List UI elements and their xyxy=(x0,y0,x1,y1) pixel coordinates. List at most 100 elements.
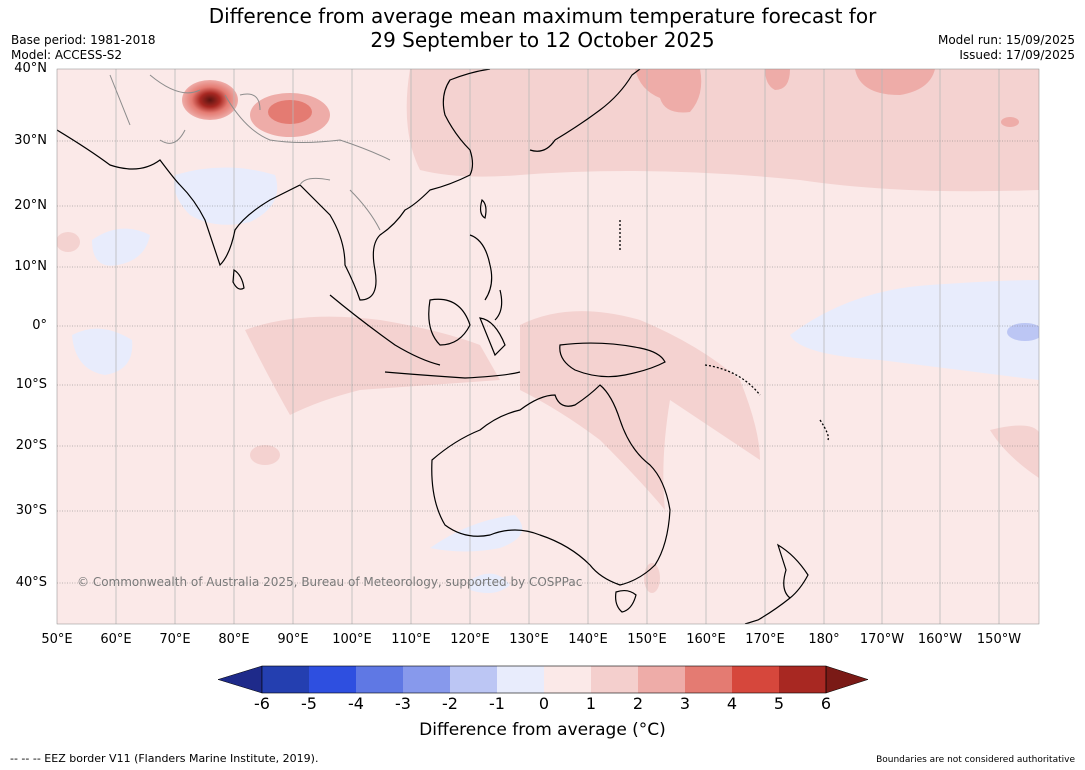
cool-southern-ocean xyxy=(470,573,510,594)
new-guinea-coast xyxy=(559,342,666,378)
lon-label: 80°E xyxy=(218,632,250,647)
sri-lanka-coast xyxy=(232,268,245,290)
colorbar-swatch xyxy=(262,666,309,693)
colorbar-swatch xyxy=(638,666,685,693)
lat-label: 0° xyxy=(32,318,47,333)
warm-patch-africa xyxy=(57,232,80,252)
warm-patch-pacific xyxy=(855,69,935,95)
colorbar-tick-label: -6 xyxy=(254,694,270,713)
boundaries-footnote: Boundaries are not considered authoritat… xyxy=(876,755,1075,765)
lon-label: 70°E xyxy=(159,632,191,647)
eez-path-1 xyxy=(619,220,829,441)
meta-right: Model run: 15/09/2025 Issued: 17/09/2025 xyxy=(938,33,1075,63)
colorbar-tick-label: -1 xyxy=(489,694,505,713)
colorbar-tick-label: -3 xyxy=(395,694,411,713)
hot-spot-himalaya xyxy=(182,80,238,120)
chart-title-line2: 29 September to 12 October 2025 xyxy=(370,28,715,52)
colorbar-tick-label: -2 xyxy=(442,694,458,713)
anomaly-field xyxy=(57,69,1039,624)
gridlines xyxy=(115,69,1000,624)
indonesia-coast xyxy=(329,294,521,379)
taiwan-coast xyxy=(479,198,487,219)
warm-band-north xyxy=(406,69,1039,192)
model-name: Model: ACCESS-S2 xyxy=(11,48,123,62)
colorbar-tick-label: 1 xyxy=(585,694,597,713)
eez-footnote: -- -- -- EEZ border V11 (Flanders Marine… xyxy=(10,752,319,765)
lon-label: 180° xyxy=(808,632,840,647)
coastlines xyxy=(57,69,809,624)
lat-label: 10°S xyxy=(15,377,47,392)
colorbar-extend-low xyxy=(217,665,263,694)
colorbar-swatch xyxy=(732,666,779,693)
lon-label: 170°W xyxy=(859,632,905,647)
colorbar-label: Difference from average (°C) xyxy=(419,720,666,740)
lon-label: 160°E xyxy=(686,632,726,647)
meta-left: Base period: 1981-2018 Model: ACCESS-S2 xyxy=(11,33,156,63)
eez-borders xyxy=(619,220,829,441)
lon-label: 160°W xyxy=(917,632,963,647)
model-run: Model run: 15/09/2025 xyxy=(937,33,1075,47)
philippines-coast xyxy=(469,234,503,321)
cool-arabian-sea xyxy=(92,228,150,266)
colorbar-tick-label: -5 xyxy=(301,694,317,713)
new-zealand-coast xyxy=(744,543,809,624)
lon-label: 130°E xyxy=(509,632,549,647)
issued-date: Issued: 17/09/2025 xyxy=(959,48,1075,62)
copyright-notice: © Commonwealth of Australia 2025, Bureau… xyxy=(77,575,583,589)
cool-central-pacific xyxy=(790,280,1039,380)
colorbar-tick-label: 0 xyxy=(538,694,550,713)
colorbar-swatch xyxy=(544,666,591,693)
colorbar-swatch xyxy=(497,666,544,693)
colorbar-swatch xyxy=(356,666,403,693)
warm-patch-ne xyxy=(1001,117,1019,127)
colorbar-tick-label: 4 xyxy=(726,694,738,713)
colorbar-swatch xyxy=(403,666,450,693)
lat-label: 30°S xyxy=(15,503,47,518)
warm-tibet-core xyxy=(268,100,312,124)
lon-label: 50°E xyxy=(41,632,73,647)
map-frame xyxy=(56,68,1040,625)
lon-label: 120°E xyxy=(450,632,490,647)
australia-coast xyxy=(431,384,671,586)
warm-australia-north xyxy=(520,311,760,510)
warm-patch-small xyxy=(765,69,790,90)
lat-label: 20°N xyxy=(14,198,47,213)
lat-gridlines xyxy=(57,140,1039,584)
asia-coast xyxy=(57,69,491,301)
colorbar-tick-label: 6 xyxy=(820,694,832,713)
warm-patch-south xyxy=(250,445,280,465)
lon-label: 170°E xyxy=(745,632,785,647)
lon-label: 60°E xyxy=(100,632,132,647)
base-period: Base period: 1981-2018 xyxy=(11,33,156,47)
warm-patch-east xyxy=(990,425,1039,478)
cool-indian-ocean xyxy=(72,328,133,375)
chart-title-line1: Difference from average mean maximum tem… xyxy=(208,4,877,28)
colorbar-swatch xyxy=(685,666,732,693)
cool-south-australia xyxy=(430,515,523,552)
colorbar-swatch xyxy=(779,666,826,693)
colorbar-tick-label: -4 xyxy=(348,694,364,713)
colorbar-swatch xyxy=(450,666,497,693)
colorbar-frame xyxy=(261,665,827,694)
lon-label: 150°W xyxy=(976,632,1022,647)
lat-label: 30°N xyxy=(14,133,47,148)
colorbar-extend-high xyxy=(825,665,869,694)
chart-title: Difference from average mean maximum tem… xyxy=(0,4,1085,52)
colorbar-swatch xyxy=(309,666,356,693)
lat-label: 20°S xyxy=(15,438,47,453)
border-lines xyxy=(109,74,391,231)
lat-label: 10°N xyxy=(14,259,47,274)
lon-label: 100°E xyxy=(332,632,372,647)
country-borders xyxy=(109,74,391,231)
colorbar-tick-label: 3 xyxy=(679,694,691,713)
japan-coast xyxy=(529,69,641,152)
lon-label: 110°E xyxy=(391,632,431,647)
lon-label: 90°E xyxy=(277,632,309,647)
lon-label: 140°E xyxy=(568,632,608,647)
colorbar-tick-label: 2 xyxy=(632,694,644,713)
lat-label: 40°N xyxy=(14,61,47,76)
warm-patch-japan xyxy=(635,69,702,113)
tasmania-coast xyxy=(615,589,637,613)
colorbar xyxy=(217,665,869,694)
